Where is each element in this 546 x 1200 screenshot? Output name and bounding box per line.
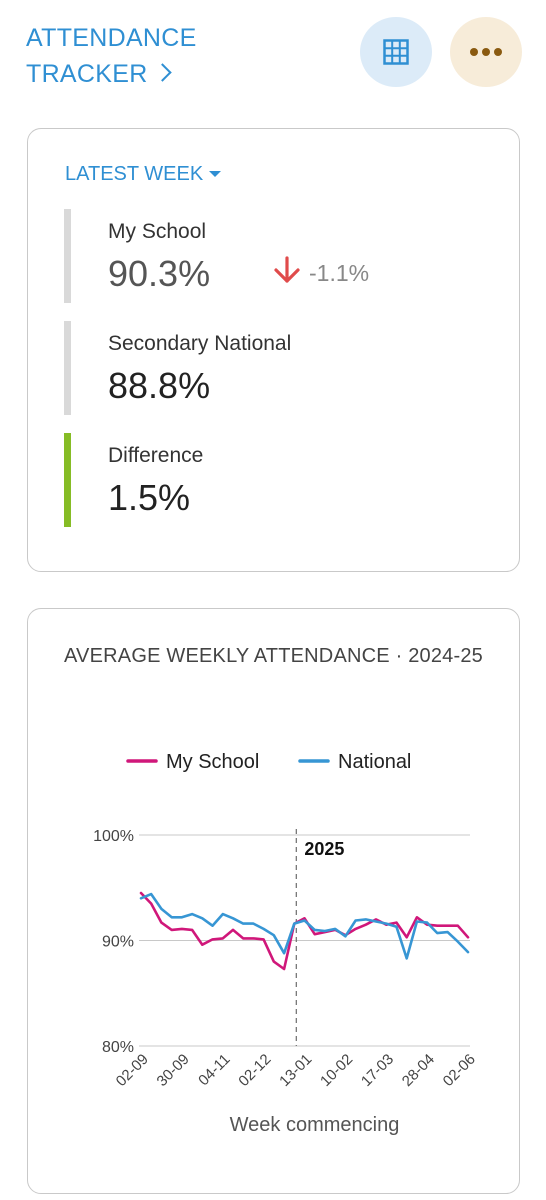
- stat-indicator-bar: [64, 433, 71, 527]
- chevron-right-icon: [152, 63, 172, 82]
- y-tick-label: 90%: [102, 934, 134, 951]
- x-tick-label: 28-04: [399, 1051, 438, 1090]
- series-line-1: [139, 892, 470, 960]
- more-dots-icon: [470, 48, 502, 56]
- title-line-1: ATTENDANCE: [26, 24, 197, 52]
- x-tick-label: 13-01: [276, 1051, 315, 1090]
- page-title-link[interactable]: ATTENDANCE TRACKER: [26, 20, 197, 92]
- x-tick-label: 02-06: [440, 1051, 479, 1090]
- stat-secondary-national: Secondary National 88.8%: [64, 321, 484, 416]
- arrow-down-icon: [274, 256, 300, 283]
- x-tick-label: 10-02: [317, 1051, 356, 1090]
- series-line-0: [139, 891, 470, 971]
- stat-label: Secondary National: [108, 332, 292, 355]
- title-line-2-text: TRACKER: [26, 60, 148, 88]
- x-axis-title: Week commencing: [230, 1114, 400, 1136]
- chart-title: AVERAGE WEEKLY ATTENDANCE · 2024-25: [64, 645, 483, 667]
- stat-change: -1.1%: [309, 260, 370, 286]
- stat-value: 1.5%: [108, 477, 191, 518]
- period-dropdown-label: LATEST WEEK: [65, 163, 204, 185]
- summary-card: LATEST WEEK My School 90.3% -1.1% Second…: [27, 128, 520, 572]
- year-annotation: 2025: [304, 839, 344, 859]
- more-options-button[interactable]: [450, 17, 522, 87]
- app-header: ATTENDANCE TRACKER: [0, 0, 546, 110]
- x-tick-label: 17-03: [358, 1051, 397, 1090]
- stat-value: 88.8%: [108, 365, 211, 406]
- caret-down-icon: [209, 171, 222, 177]
- x-tick-label: 04-11: [195, 1051, 233, 1089]
- stat-my-school: My School 90.3% -1.1%: [64, 209, 484, 304]
- chart-card: AVERAGE WEEKLY ATTENDANCE · 2024-25 My S…: [27, 608, 520, 1194]
- title-line-2: TRACKER: [26, 56, 197, 92]
- grid-table-icon: [383, 39, 409, 65]
- y-tick-label: 100%: [93, 828, 134, 845]
- x-tick-label: 02-09: [113, 1051, 152, 1090]
- stat-label: My School: [108, 220, 207, 243]
- grid-view-button[interactable]: [360, 17, 432, 87]
- x-tick-label: 30-09: [154, 1051, 193, 1090]
- stat-indicator-bar: [64, 209, 71, 303]
- stat-label: Difference: [108, 444, 204, 467]
- x-tick-label: 02-12: [235, 1051, 274, 1090]
- stat-value: 90.3%: [108, 253, 211, 294]
- attendance-line-chart: My School National 80% 90% 100% 2025 02-09 30-0…: [93, 751, 479, 1136]
- stat-indicator-bar: [64, 321, 71, 415]
- legend-label-0: My School: [166, 751, 259, 773]
- period-dropdown[interactable]: LATEST WEEK: [65, 163, 222, 186]
- y-tick-label: 80%: [102, 1039, 134, 1056]
- stat-difference: Difference 1.5%: [64, 433, 484, 528]
- legend-label-1: National: [338, 751, 411, 773]
